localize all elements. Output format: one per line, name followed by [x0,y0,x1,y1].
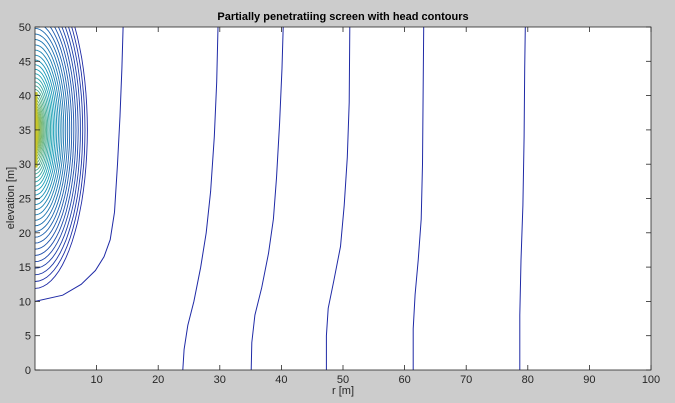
near-field-contour [35,33,67,227]
contour-line-6 [519,27,526,370]
contour-line-5 [412,27,425,370]
near-field-contour [35,89,48,171]
contour-line-1 [35,27,124,302]
near-field-contour [35,92,46,168]
near-field-contour [35,85,49,175]
near-field-contour [35,104,42,156]
y-tick-label: 15 [19,262,31,274]
near-field-contour [35,44,63,216]
near-field-contour [35,77,52,183]
x-tick-label: 60 [398,374,410,386]
x-tick-label: 70 [460,374,472,386]
y-tick-label: 45 [19,56,31,68]
near-field-contour [35,27,84,276]
near-field-contour [35,54,59,206]
near-field-contour [35,81,50,179]
contour-layer [35,27,526,370]
near-field-contour [35,27,86,282]
near-field-contour [35,68,55,191]
y-tick-label: 50 [19,22,31,34]
near-field-contour [35,27,75,250]
plot-area [35,27,651,370]
x-tick-label: 100 [642,374,660,386]
y-tick-label: 25 [19,194,31,206]
y-axis-label: elevation [m] [5,167,17,229]
contour-line-4 [325,27,351,370]
x-tick-label: 30 [214,374,226,386]
near-field-contour [35,64,56,196]
y-tick-label: 5 [25,331,31,343]
near-field-contour [35,27,88,289]
near-field-contour [35,27,79,263]
y-tick-label: 35 [19,125,31,137]
near-field-contour [35,27,77,256]
near-field-contour [35,106,41,154]
near-field-contour [35,27,69,232]
chart-title: Partially penetratiing screen with head … [217,11,468,23]
contour-line-3 [250,27,284,370]
near-field-contour [35,95,45,164]
x-tick-label: 90 [583,374,595,386]
near-field-contour [35,98,44,161]
y-tick-label: 0 [25,365,31,377]
x-tick-label: 80 [522,374,534,386]
x-tick-label: 20 [152,374,164,386]
tick-layer: 10 20 30 40 50 60 70 80 90 100 0 5 10 15 20 25 30 35 40 45 5… [19,22,660,386]
contour-line-2 [182,27,219,370]
x-tick-label: 50 [337,374,349,386]
near-field-contour [35,59,58,201]
x-tick-label: 40 [275,374,287,386]
near-field-contour [35,73,53,187]
near-field-contour [35,27,73,244]
y-tick-label: 10 [19,296,31,308]
y-tick-label: 40 [19,91,31,103]
near-field-contour [35,39,65,221]
near-field-contour [35,27,71,238]
y-tick-label: 30 [19,159,31,171]
near-field-contour [35,27,81,269]
x-axis-label: r [m] [332,385,354,397]
near-field-contour [35,49,61,211]
x-tick-label: 10 [90,374,102,386]
y-tick-label: 20 [19,228,31,240]
near-field-contour [35,101,43,159]
